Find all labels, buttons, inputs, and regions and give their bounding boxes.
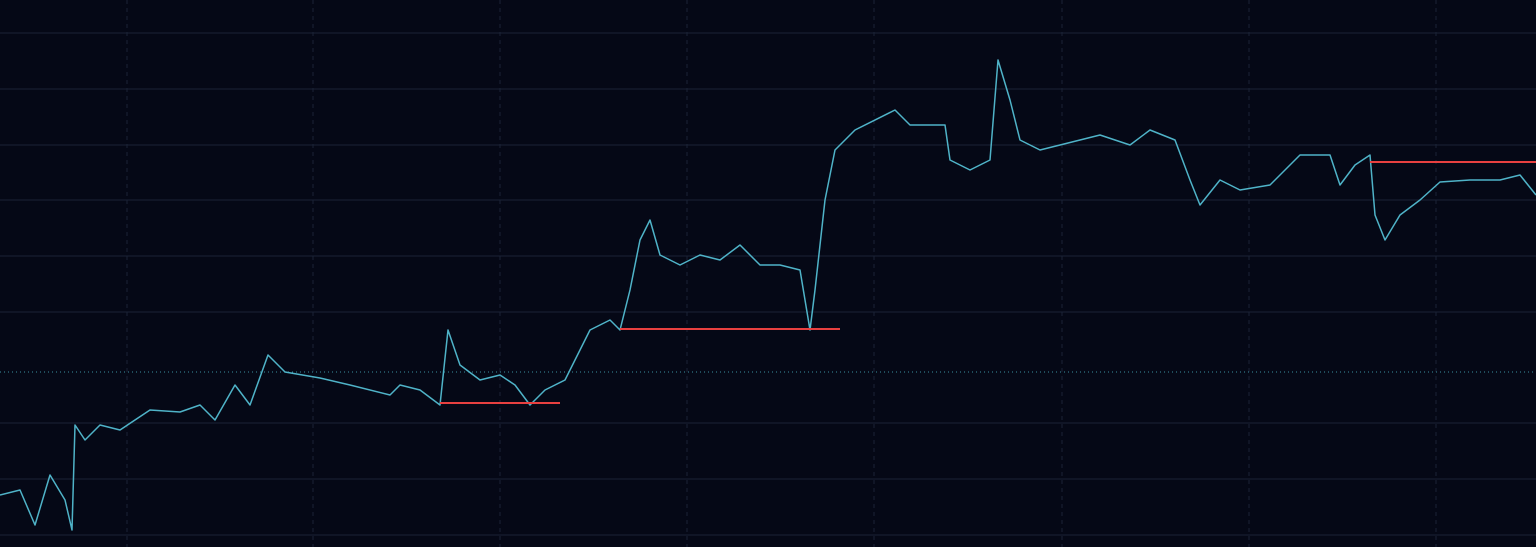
price-line bbox=[0, 59, 1536, 531]
